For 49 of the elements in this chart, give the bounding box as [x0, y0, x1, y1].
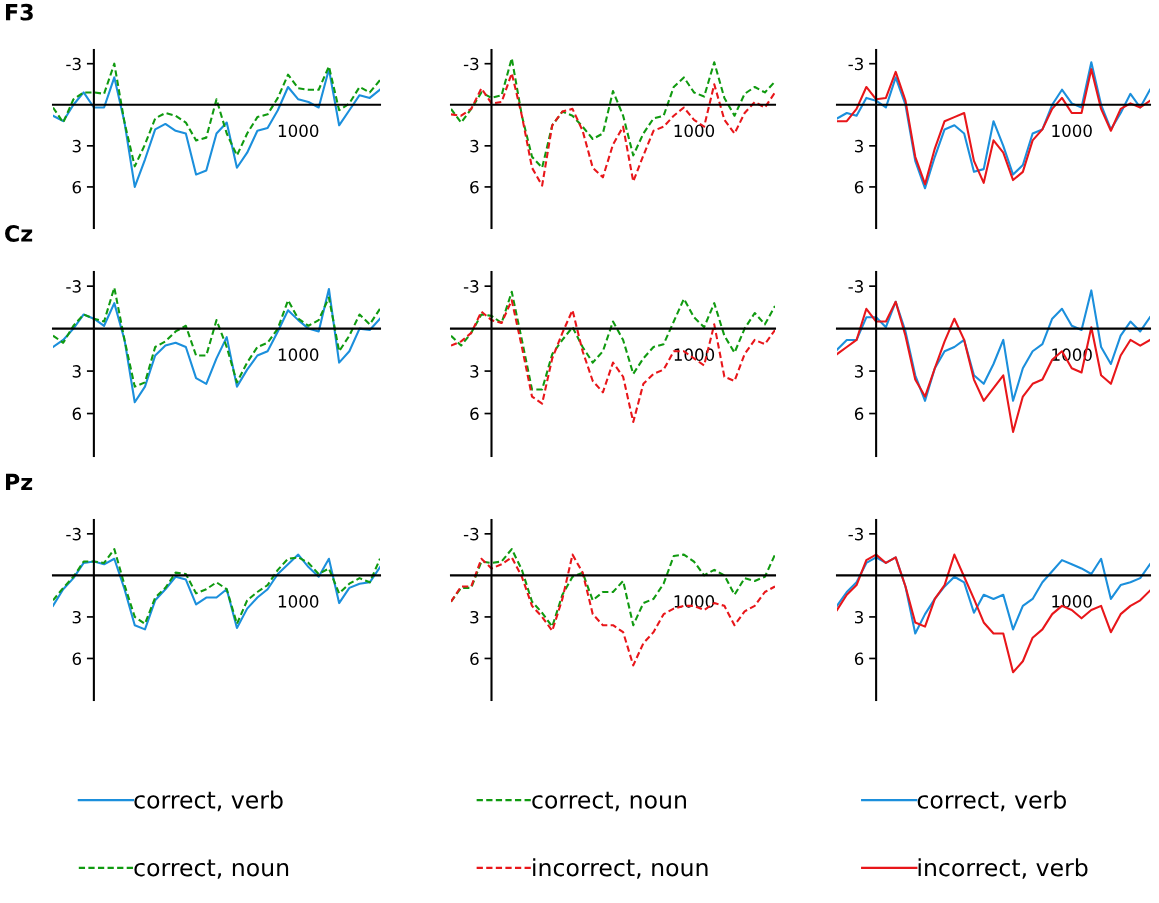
- x-tick-label: 1000: [674, 124, 715, 138]
- line-series: [451, 553, 775, 667]
- y-tick-label: 6: [470, 180, 479, 194]
- line-series: [837, 556, 1150, 635]
- y-tick-label: -3: [848, 280, 863, 293]
- chart-title: Cz: [5, 225, 33, 242]
- y-tick-label: -3: [848, 57, 863, 71]
- legend-label: correct, noun: [134, 859, 289, 879]
- legend-label: incorrect, verb: [918, 858, 1088, 879]
- y-tick-label: 3: [470, 365, 479, 378]
- x-tick-label: 1000: [278, 124, 319, 138]
- y-tick-label: 6: [854, 652, 864, 666]
- y-tick-label: 3: [854, 139, 863, 153]
- legend-label: incorrect, noun: [533, 858, 708, 879]
- x-tick-label: 1000: [1052, 595, 1092, 608]
- line-series: [837, 553, 1150, 674]
- y-tick-label: -3: [66, 280, 81, 293]
- line-series: [451, 299, 775, 424]
- y-tick-label: 6: [72, 407, 82, 421]
- y-tick-label: 6: [470, 407, 479, 421]
- line-series: [451, 57, 775, 169]
- y-tick-label: -3: [463, 57, 479, 71]
- legend-label: correct, verb: [134, 790, 283, 812]
- chart-title: Pz: [5, 473, 33, 491]
- y-tick-label: 3: [470, 610, 479, 624]
- y-tick-label: 3: [72, 365, 81, 378]
- legend-label: correct, noun: [532, 791, 686, 812]
- chart-title: F3: [5, 3, 33, 21]
- x-tick-label: 1000: [278, 348, 319, 361]
- y-tick-label: 3: [854, 610, 863, 624]
- y-tick-label: -3: [463, 280, 479, 293]
- y-tick-label: 6: [72, 180, 82, 194]
- y-tick-label: -3: [66, 527, 81, 541]
- line-series: [451, 548, 775, 628]
- x-tick-label: 1000: [1052, 124, 1092, 138]
- y-tick-label: 6: [470, 652, 479, 666]
- y-tick-label: 6: [854, 180, 864, 194]
- y-tick-label: -3: [66, 57, 81, 71]
- y-tick-label: 3: [72, 139, 81, 153]
- y-tick-label: 6: [72, 652, 82, 666]
- y-tick-label: 3: [470, 139, 479, 153]
- legend-label: correct, verb: [917, 790, 1066, 812]
- line-series: [837, 300, 1150, 433]
- y-tick-label: 3: [72, 610, 81, 624]
- x-tick-label: 1000: [278, 595, 319, 608]
- y-tick-label: -3: [463, 527, 479, 541]
- y-tick-label: 3: [854, 365, 863, 378]
- y-tick-label: -3: [848, 527, 863, 541]
- y-tick-label: 6: [854, 407, 864, 421]
